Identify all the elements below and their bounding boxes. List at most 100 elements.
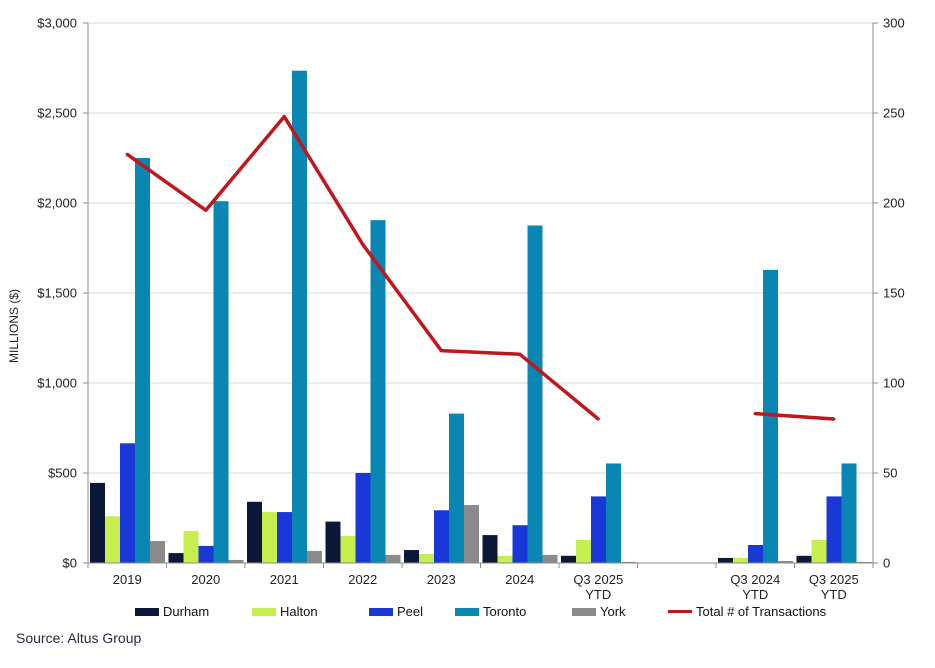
bar-peel-q3-2024-ytd: [748, 545, 763, 563]
bar-peel-q3-2025-ytd: [591, 496, 606, 563]
bar-durham-q3-2025-ytd: [796, 555, 812, 563]
bar-durham-2024: [482, 535, 498, 563]
bar-peel-q3-2025-ytd: [826, 496, 842, 563]
y2-tick-label: 50: [883, 466, 897, 481]
y2-tick-label: 100: [883, 376, 905, 391]
bar-toronto-2023: [449, 413, 464, 563]
legend-label-peel: Peel: [397, 604, 424, 619]
bar-toronto-2022: [370, 220, 386, 563]
bar-halton-2021: [262, 512, 277, 563]
point-total-of-transactions-2022: [361, 242, 365, 246]
bar-york-2020: [228, 559, 244, 563]
bar-halton-q3-2025-ytd: [811, 539, 827, 563]
bar-toronto-2020: [213, 201, 229, 563]
bar-durham-2019: [90, 482, 105, 563]
legend-label-total-transactions: Total # of Transactions: [696, 604, 827, 619]
x-tick-label: 2021: [269, 572, 299, 587]
y-tick-label: $2,000: [37, 196, 77, 211]
line-series: [125, 114, 836, 421]
bar-york-2022: [385, 554, 401, 563]
legend-item-peel: Peel: [369, 604, 423, 620]
point-total-of-transactions-2020: [204, 208, 208, 212]
legend-label-york: York: [600, 604, 626, 619]
legend-swatch-toronto: [455, 607, 479, 616]
point-total-of-transactions-2024: [518, 352, 522, 356]
bar-york-2024: [542, 554, 558, 563]
y-tick-label: $1,500: [37, 286, 77, 301]
bar-peel-2020: [198, 545, 214, 563]
bar-halton-2020: [183, 530, 199, 563]
bar-toronto-q3-2025-ytd: [606, 463, 621, 563]
y2-tick-label: 150: [883, 286, 905, 301]
bar-peel-2022: [355, 473, 371, 563]
bar-peel-2021: [277, 512, 292, 563]
legend-swatch-total-transactions: [668, 610, 692, 614]
bar-durham-2022: [325, 521, 341, 563]
legend-swatch-durham: [135, 607, 159, 616]
legend-item-total-transactions: Total # of Transactions: [668, 604, 826, 620]
y-tick-label: $0: [63, 556, 77, 571]
bar-halton-2019: [105, 516, 120, 563]
x-tick-label: 2022: [348, 572, 378, 587]
point-total-of-transactions-2023: [439, 349, 443, 353]
bar-peel-2024: [512, 525, 528, 563]
x-tick-label: Q3 2025 YTD: [573, 572, 624, 602]
x-tick-label: 2020: [191, 572, 221, 587]
bar-york-2023: [464, 505, 479, 563]
bars: [90, 70, 872, 563]
x-tick-label: Q3 2024 YTD: [730, 572, 781, 602]
legend-swatch-halton: [252, 607, 276, 616]
legend-item-durham: Durham: [135, 604, 209, 620]
bar-york-q3-2025-ytd: [621, 561, 636, 563]
point-total-of-transactions-2019: [125, 152, 129, 156]
axes: [87, 23, 874, 568]
bar-peel-2019: [120, 443, 135, 563]
legend-label-durham: Durham: [163, 604, 210, 619]
y-axis-label: MILLIONS ($): [7, 289, 21, 363]
y-tick-label: $500: [48, 466, 77, 481]
bar-york-2021: [307, 550, 322, 563]
point-total-of-transactions-q3-2025-ytd: [832, 417, 836, 421]
legend-swatch-york: [572, 607, 596, 616]
point-total-of-transactions-q3-2025-ytd: [596, 417, 600, 421]
bar-york-q3-2024-ytd: [778, 561, 793, 563]
x-tick-label: 2019: [112, 572, 142, 587]
legend-swatch-peel: [369, 607, 393, 616]
y2-tick-label: 200: [883, 196, 905, 211]
y-tick-label: $1,000: [37, 376, 77, 391]
bar-durham-q3-2025-ytd: [561, 555, 576, 563]
x-tick-label: 2024: [505, 572, 535, 587]
legend-label-toronto: Toronto: [483, 604, 527, 619]
y-tick-label: $2,500: [37, 106, 77, 121]
y2-tick-label: 250: [883, 106, 905, 121]
bar-peel-2023: [434, 510, 449, 563]
bar-toronto-2019: [135, 158, 150, 563]
bar-durham-q3-2024-ytd: [718, 557, 733, 563]
bar-york-q3-2025-ytd: [856, 561, 872, 563]
bar-durham-2021: [247, 501, 262, 563]
bar-halton-2024: [497, 555, 513, 563]
bar-halton-q3-2025-ytd: [576, 539, 591, 563]
point-total-of-transactions-q3-2024-ytd: [753, 412, 757, 416]
bar-toronto-q3-2025-ytd: [841, 463, 857, 563]
bar-halton-2023: [419, 554, 434, 563]
bar-toronto-q3-2024-ytd: [763, 269, 778, 563]
x-tick-label: 2023: [426, 572, 456, 587]
bar-durham-2020: [168, 553, 184, 563]
x-tick-label: Q3 2025 YTD: [808, 572, 859, 602]
y-tick-label: $3,000: [37, 16, 77, 31]
bar-toronto-2024: [527, 225, 543, 563]
legend-item-halton: Halton: [252, 604, 318, 620]
legend-item-york: York: [572, 604, 626, 620]
bar-toronto-2021: [292, 70, 307, 563]
series-line-total-of-transactions: [755, 411, 834, 421]
point-total-of-transactions-2021: [282, 115, 286, 119]
legend-label-halton: Halton: [280, 604, 318, 619]
bar-halton-2022: [340, 536, 356, 563]
bar-durham-2023: [404, 550, 419, 563]
source-note: Source: Altus Group: [16, 630, 142, 646]
bar-york-2019: [150, 541, 165, 563]
legend-item-toronto: Toronto: [455, 604, 526, 620]
